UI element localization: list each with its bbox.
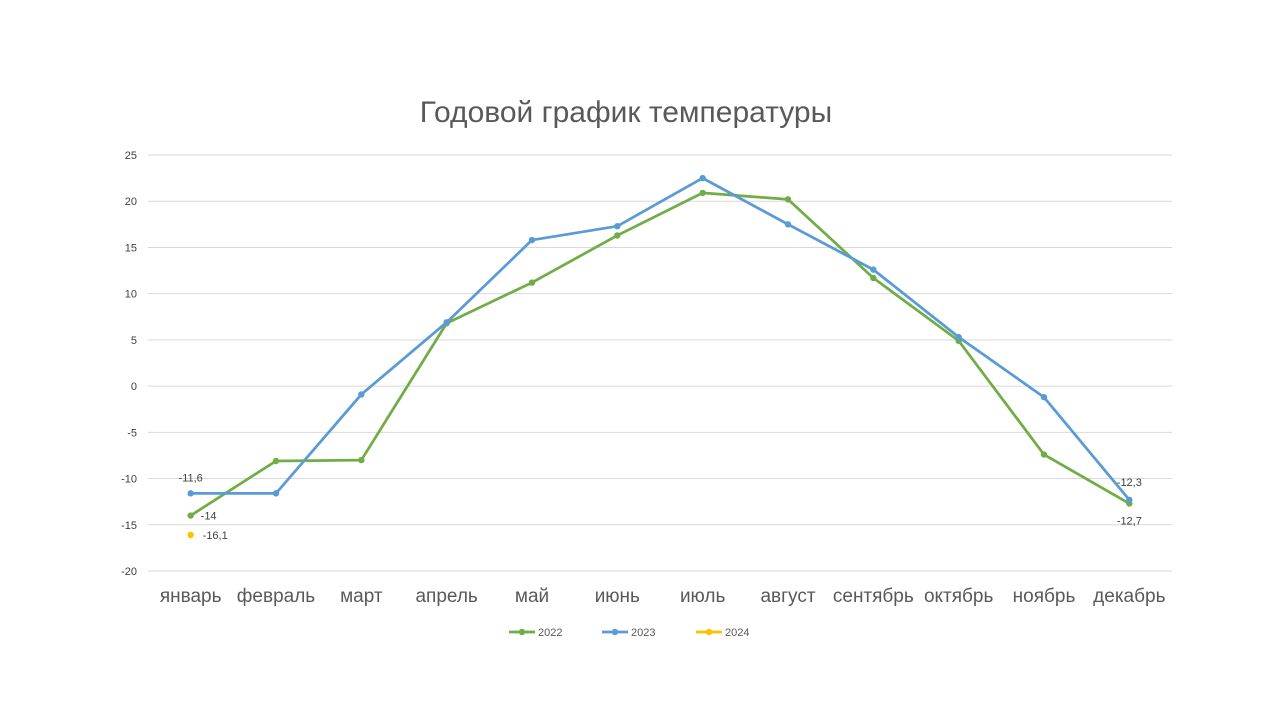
- x-tick-label: апрель: [415, 586, 477, 607]
- x-tick-label: август: [760, 586, 815, 607]
- x-tick-label: март: [340, 586, 383, 607]
- data-label: -11,6: [179, 472, 203, 484]
- x-tick-label: июль: [680, 586, 726, 607]
- legend-label: 2023: [631, 627, 655, 639]
- x-axis-ticks: январь февраль март апрель май июнь июль август…: [160, 586, 1166, 607]
- x-tick-label: февраль: [237, 586, 316, 607]
- data-point-2023: [528, 236, 536, 244]
- data-point-2023: [699, 174, 706, 182]
- data-point-2023: [187, 490, 194, 497]
- legend-marker-2024: [705, 628, 713, 636]
- x-tick-label: май: [515, 586, 549, 607]
- x-tick-label: октябрь: [924, 586, 994, 607]
- y-tick-label: 25: [125, 150, 137, 162]
- x-tick-label: ноябрь: [1013, 586, 1076, 607]
- gridlines: [148, 154, 1172, 572]
- chart-title: Годовой график температуры: [420, 96, 832, 129]
- x-tick-label: январь: [160, 586, 222, 607]
- y-tick-label: 10: [125, 289, 137, 301]
- data-point-2022: [272, 457, 280, 465]
- data-point-2023: [955, 333, 962, 341]
- y-tick-label: 0: [131, 381, 137, 393]
- data-point-2023: [784, 221, 792, 228]
- y-tick-label: -5: [127, 427, 137, 439]
- data-point-2022: [870, 274, 877, 282]
- data-point-2023: [870, 266, 877, 273]
- data-point-2022: [187, 512, 194, 519]
- y-tick-label: -10: [121, 474, 137, 486]
- data-point-2022: [358, 456, 365, 464]
- data-label: -12,3: [1117, 477, 1142, 489]
- data-point-2022: [699, 189, 706, 197]
- series-line-2022: [189, 191, 1131, 517]
- x-tick-label: декабрь: [1093, 586, 1165, 607]
- y-tick-label: 5: [131, 335, 137, 347]
- y-tick-label: 20: [125, 196, 137, 208]
- legend-label: 2024: [725, 627, 749, 639]
- x-tick-label: сентябрь: [833, 586, 914, 607]
- legend-label: 2022: [538, 627, 562, 639]
- data-point-2023: [358, 391, 365, 398]
- y-tick-label: -15: [121, 520, 137, 532]
- data-point-2022: [614, 232, 621, 239]
- x-tick-label: июнь: [595, 586, 640, 607]
- data-point-2022: [528, 279, 536, 286]
- y-tick-label: -20: [121, 566, 137, 578]
- data-label: -16,1: [203, 530, 228, 542]
- y-axis-ticks: 25 20 15 10 5 0 -5 -10 -15 -20: [121, 150, 137, 578]
- data-point-2024: [187, 531, 194, 539]
- data-point-2023: [443, 319, 450, 326]
- data-point-2023: [1126, 496, 1133, 504]
- data-point-2023: [272, 490, 280, 497]
- data-label: -12,7: [1117, 516, 1142, 528]
- data-label: -14: [201, 511, 217, 523]
- y-tick-label: 15: [125, 242, 137, 254]
- data-point-2023: [614, 222, 621, 230]
- series-lines: [187, 174, 1133, 539]
- legend: 2022 2023 2024: [509, 627, 749, 639]
- data-point-2022: [784, 196, 792, 203]
- legend-marker-2022: [518, 628, 526, 636]
- data-labels: -11,6 -14 -16,1 -12,3 -12,7: [179, 472, 1142, 542]
- data-point-2023: [1040, 394, 1048, 401]
- legend-marker-2023: [611, 628, 619, 636]
- series-line-2023: [189, 176, 1131, 502]
- data-point-2022: [1040, 451, 1048, 458]
